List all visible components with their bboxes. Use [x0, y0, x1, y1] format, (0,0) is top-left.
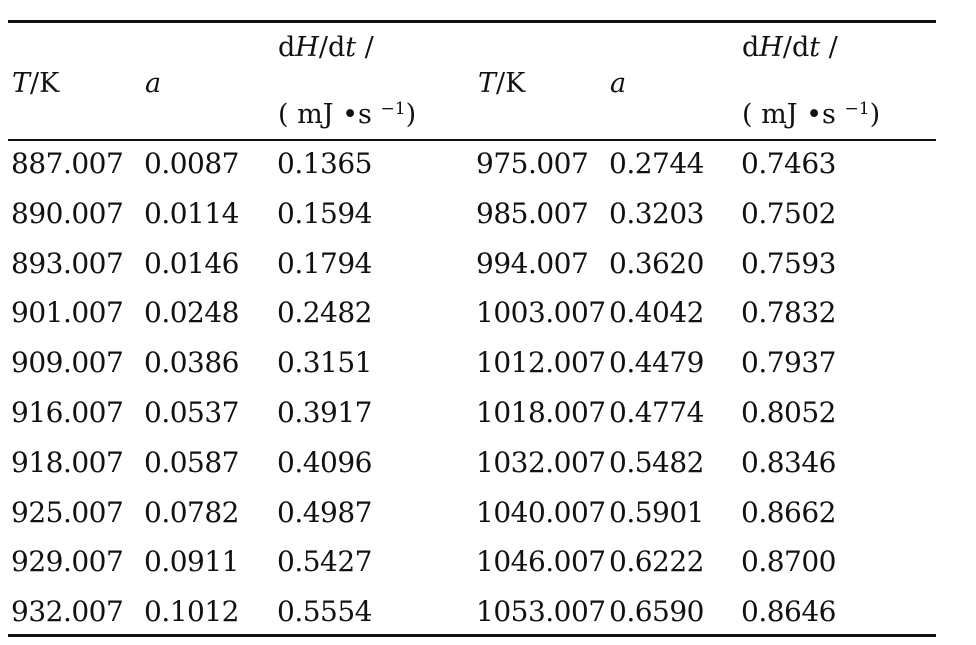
cell-heat-flow-left: 0.2482	[277, 296, 372, 329]
cell-conversion-left: 0.0782	[144, 496, 239, 529]
cell-conversion-left: 0.0537	[144, 396, 239, 429]
cell-conversion-left: 0.0911	[144, 545, 239, 578]
header-heat-flow-unit-left: ( mJ •s −1)	[278, 99, 417, 130]
cell-conversion-right: 0.2744	[609, 147, 704, 180]
cell-conversion-right: 0.3620	[609, 247, 704, 280]
cell-heat-flow-right: 0.8346	[741, 446, 836, 479]
cell-conversion-left: 0.0587	[144, 446, 239, 479]
cell-conversion-right: 0.4774	[609, 396, 704, 429]
cell-heat-flow-left: 0.1794	[277, 247, 372, 280]
cell-temperature-right: 1040.007	[476, 496, 606, 529]
cell-heat-flow-right: 0.7593	[741, 247, 836, 280]
cell-temperature-right: 1032.007	[476, 446, 606, 479]
cell-heat-flow-right: 0.8646	[741, 595, 836, 628]
header-heat-flow-left: dH/dt /	[278, 32, 374, 63]
cell-temperature-left: 887.007	[11, 147, 124, 180]
header-temperature-left: T/K	[12, 68, 60, 99]
cell-heat-flow-left: 0.1594	[277, 197, 372, 230]
cell-conversion-right: 0.4479	[609, 346, 704, 379]
header-temperature-right: T/K	[478, 68, 526, 99]
cell-heat-flow-left: 0.4096	[277, 446, 372, 479]
cell-heat-flow-right: 0.8662	[741, 496, 836, 529]
cell-conversion-right: 0.5482	[609, 446, 704, 479]
cell-temperature-left: 932.007	[11, 595, 124, 628]
cell-temperature-left: 890.007	[11, 197, 124, 230]
cell-temperature-left: 916.007	[11, 396, 124, 429]
cell-heat-flow-left: 0.4987	[277, 496, 372, 529]
cell-heat-flow-right: 0.8052	[741, 396, 836, 429]
cell-temperature-left: 893.007	[11, 247, 124, 280]
cell-conversion-left: 0.0087	[144, 147, 239, 180]
header-separator-rule	[8, 139, 936, 141]
cell-temperature-left: 929.007	[11, 545, 124, 578]
table-top-rule	[8, 20, 936, 23]
cell-heat-flow-left: 0.3917	[277, 396, 372, 429]
cell-heat-flow-left: 0.1365	[277, 147, 372, 180]
cell-conversion-right: 0.6222	[609, 545, 704, 578]
cell-temperature-left: 909.007	[11, 346, 124, 379]
header-heat-flow-right: dH/dt /	[742, 32, 838, 63]
cell-temperature-right: 1046.007	[476, 545, 606, 578]
cell-heat-flow-right: 0.7502	[741, 197, 836, 230]
cell-conversion-left: 0.0114	[144, 197, 239, 230]
cell-heat-flow-left: 0.5427	[277, 545, 372, 578]
table-bottom-rule	[8, 634, 936, 637]
cell-heat-flow-right: 0.8700	[741, 545, 836, 578]
header-conversion-left: a	[145, 68, 162, 99]
cell-conversion-right: 0.4042	[609, 296, 704, 329]
header-conversion-right: a	[610, 68, 627, 99]
cell-temperature-right: 1012.007	[476, 346, 606, 379]
cell-conversion-left: 0.1012	[144, 595, 239, 628]
cell-temperature-right: 985.007	[476, 197, 589, 230]
cell-conversion-right: 0.3203	[609, 197, 704, 230]
cell-temperature-left: 918.007	[11, 446, 124, 479]
cell-temperature-right: 975.007	[476, 147, 589, 180]
cell-heat-flow-right: 0.7937	[741, 346, 836, 379]
header-heat-flow-unit-right: ( mJ •s −1)	[742, 99, 881, 130]
cell-heat-flow-left: 0.5554	[277, 595, 372, 628]
cell-heat-flow-right: 0.7832	[741, 296, 836, 329]
cell-temperature-right: 1018.007	[476, 396, 606, 429]
cell-temperature-right: 994.007	[476, 247, 589, 280]
cell-temperature-right: 1053.007	[476, 595, 606, 628]
cell-temperature-right: 1003.007	[476, 296, 606, 329]
cell-conversion-left: 0.0248	[144, 296, 239, 329]
cell-heat-flow-right: 0.7463	[741, 147, 836, 180]
cell-temperature-left: 925.007	[11, 496, 124, 529]
cell-conversion-right: 0.5901	[609, 496, 704, 529]
cell-temperature-left: 901.007	[11, 296, 124, 329]
cell-heat-flow-left: 0.3151	[277, 346, 372, 379]
cell-conversion-right: 0.6590	[609, 595, 704, 628]
cell-conversion-left: 0.0146	[144, 247, 239, 280]
cell-conversion-left: 0.0386	[144, 346, 239, 379]
